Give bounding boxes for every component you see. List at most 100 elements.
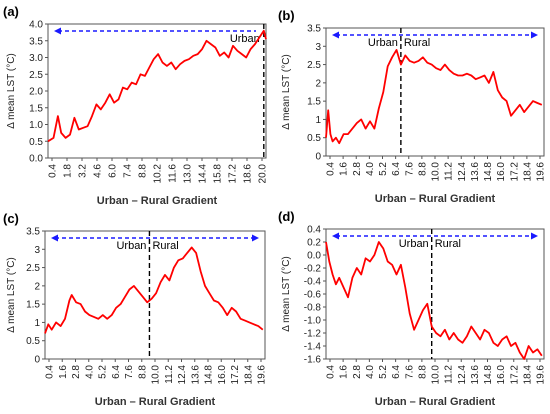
y-tick-label: -1.4 bbox=[304, 342, 322, 353]
x-tick-label: 4.6 bbox=[93, 164, 104, 178]
x-tick-label: 11.2 bbox=[444, 162, 455, 181]
x-tick-label: 10.0 bbox=[431, 365, 442, 385]
x-tick-label: 1.8 bbox=[63, 164, 74, 178]
y-tick-label: -0.4 bbox=[304, 277, 322, 288]
x-tick-label: 17.2 bbox=[509, 365, 520, 385]
y-tick-label: 0 bbox=[315, 152, 321, 163]
x-tick-label: 1.6 bbox=[58, 365, 69, 379]
y-tick-label: 0.5 bbox=[26, 336, 40, 347]
series-line bbox=[325, 49, 543, 145]
y-tick-label: -0.8 bbox=[304, 303, 322, 314]
plot-frame bbox=[325, 27, 545, 157]
arrow-head-right bbox=[252, 234, 259, 242]
zone-label-urban: Urban bbox=[116, 240, 146, 252]
x-tick-label: 15.8 bbox=[213, 164, 224, 184]
x-tick-label: 17.2 bbox=[228, 164, 239, 184]
x-tick-label: 5.2 bbox=[378, 162, 389, 176]
y-tick-label: 0.5 bbox=[307, 133, 321, 144]
x-tick-label: 16.0 bbox=[496, 365, 507, 385]
x-tick-label: 17.2 bbox=[509, 162, 520, 182]
x-tick-label: 3.2 bbox=[78, 164, 89, 178]
x-tick-label: 14.8 bbox=[483, 162, 494, 182]
y-tick-label: 0.5 bbox=[29, 137, 43, 148]
x-tick-label: 7.6 bbox=[404, 365, 415, 379]
x-tick-label: 14.8 bbox=[204, 365, 215, 385]
x-tick-label: 5.2 bbox=[378, 365, 389, 379]
series-line bbox=[325, 241, 543, 360]
chart-panel-c: (c) 0 0.5 1 1.5 2 2.5 3 3.5 0.4 1.6 2.8 4.0 5.2 6.4 7.6… bbox=[3, 211, 268, 408]
x-axis-title: Urban – Rural Gradient bbox=[97, 195, 218, 207]
x-tick-label: 2.8 bbox=[352, 162, 363, 176]
y-tick-label: 3.5 bbox=[26, 227, 40, 238]
x-tick-label: 20.0 bbox=[258, 164, 269, 184]
x-tick-label: 13.6 bbox=[470, 365, 481, 385]
x-tick-label: 18.4 bbox=[522, 365, 533, 385]
x-tick-label: 6.4 bbox=[111, 365, 122, 379]
y-tick-label: 0.0 bbox=[29, 154, 43, 165]
arrow-head-left bbox=[332, 31, 339, 39]
series-line bbox=[47, 29, 267, 143]
x-tick-label: 4.0 bbox=[84, 365, 95, 379]
x-tick-label: 14.4 bbox=[198, 164, 209, 184]
x-tick-label: 1.6 bbox=[339, 162, 350, 176]
x-tick-label: 10.2 bbox=[153, 164, 164, 184]
y-axis-title: Δ mean LST (°C) bbox=[281, 54, 292, 130]
y-tick-label: -1.0 bbox=[304, 316, 322, 327]
zone-label-rural: Rural bbox=[435, 238, 461, 250]
x-tick-label: 2.8 bbox=[352, 365, 363, 379]
y-tick-label: 3.0 bbox=[29, 53, 43, 64]
x-tick-label: 6.4 bbox=[391, 365, 402, 379]
y-tick-label: 2.5 bbox=[26, 263, 40, 274]
x-tick-label: 11.6 bbox=[168, 164, 179, 183]
y-tick-label: -0.2 bbox=[304, 264, 322, 275]
y-tick-label: 1.5 bbox=[26, 300, 40, 311]
x-tick-label: 7.6 bbox=[124, 365, 135, 379]
y-tick-label: 2.0 bbox=[29, 87, 43, 98]
x-tick-label: 14.8 bbox=[483, 365, 494, 385]
zone-label-urban: Urban bbox=[230, 33, 260, 45]
x-tick-label: 6.0 bbox=[108, 164, 119, 178]
y-tick-label: 1 bbox=[34, 318, 40, 329]
chart-panel-a: (a) 0.0 0.5 1.0 1.5 2.0 2.5 3.0 3.5 4.0 0.4 1.8 3.2 4… bbox=[3, 4, 269, 207]
x-tick-label: 10.0 bbox=[431, 162, 442, 182]
x-tick-label: 19.6 bbox=[536, 365, 547, 385]
x-tick-label: 4.0 bbox=[365, 365, 376, 379]
y-tick-label: 1.0 bbox=[29, 120, 43, 131]
x-axis-title: Urban – Rural Gradient bbox=[375, 396, 496, 408]
panel-label: (d) bbox=[278, 209, 295, 224]
x-tick-label: 5.2 bbox=[98, 365, 109, 379]
x-axis-title: Urban – Rural Gradient bbox=[95, 396, 216, 408]
x-tick-label: 7.6 bbox=[404, 162, 415, 176]
x-tick-label: 11.2 bbox=[164, 365, 175, 384]
y-tick-label: 0.0 bbox=[307, 251, 321, 262]
chart-panel-d: (d) -1.6 -1.4 -1.2 -1.0 -0.8 -0.6 -0.4 -0.2 0.0 0.… bbox=[278, 209, 547, 408]
y-axis-title: Δ mean LST (°C) bbox=[281, 256, 292, 332]
zone-label-urban: Urban bbox=[399, 238, 429, 250]
y-tick-label: 3.5 bbox=[307, 24, 321, 35]
zone-label-urban: Urban bbox=[368, 37, 398, 49]
x-tick-label: 10.0 bbox=[151, 365, 162, 385]
x-tick-label: 17.2 bbox=[230, 365, 241, 385]
x-tick-label: 4.0 bbox=[365, 162, 376, 176]
x-tick-label: 0.4 bbox=[326, 365, 337, 379]
x-tick-label: 1.6 bbox=[339, 365, 350, 379]
arrow-head-left bbox=[51, 234, 58, 242]
y-tick-label: 2 bbox=[315, 78, 321, 89]
chart-panel-b: (b) 0 0.5 1 1.5 2 2.5 3 3.5 0.4 1.6 2.8 4.0 5.2 6.4 7.6… bbox=[278, 8, 547, 205]
y-tick-label: 2 bbox=[34, 281, 40, 292]
arrow-head-left bbox=[54, 27, 61, 35]
x-tick-label: 16.0 bbox=[496, 162, 507, 182]
zone-label-rural: Rural bbox=[404, 37, 430, 49]
y-axis-title: Δ mean LST (°C) bbox=[6, 53, 17, 129]
y-tick-label: 2.5 bbox=[307, 60, 321, 71]
y-tick-label: 3 bbox=[34, 245, 40, 256]
x-tick-label: 2.8 bbox=[71, 365, 82, 379]
x-tick-label: 18.4 bbox=[243, 365, 254, 385]
y-tick-label: 4.0 bbox=[29, 20, 43, 31]
panel-label: (c) bbox=[3, 211, 19, 226]
x-tick-label: 19.6 bbox=[257, 365, 268, 385]
x-tick-label: 0.4 bbox=[48, 164, 59, 178]
x-tick-label: 12.4 bbox=[457, 162, 468, 182]
x-tick-label: 8.8 bbox=[137, 365, 148, 379]
